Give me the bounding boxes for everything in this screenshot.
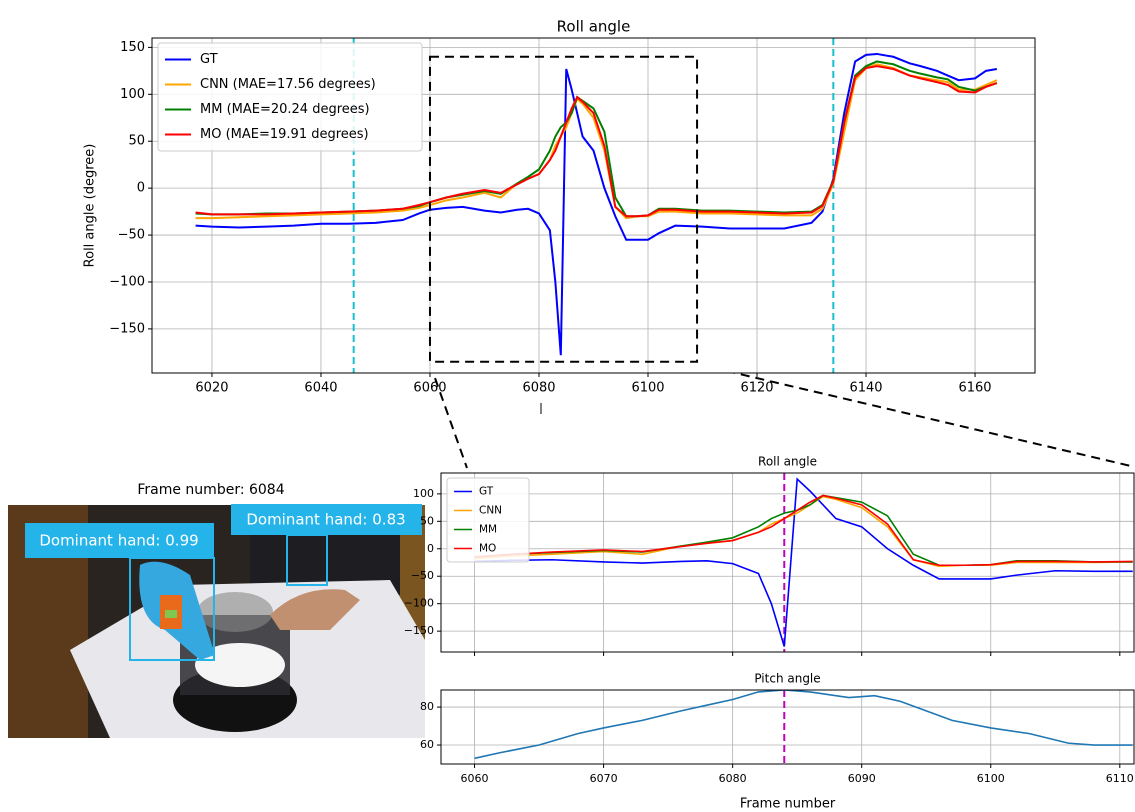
x-tick-label: 6090 — [848, 772, 876, 785]
data-line — [195, 52, 998, 356]
legend-label: MM — [479, 524, 497, 536]
y-tick-label: −100 — [404, 597, 434, 610]
x-axis-label: Frame number — [740, 797, 836, 812]
x-tick-label: 6020 — [195, 381, 228, 396]
axes-frame — [440, 689, 1135, 765]
chart-title: Roll angle — [758, 455, 817, 469]
legend-label: CNN — [479, 505, 502, 517]
x-tick-label: 6060 — [413, 381, 446, 396]
y-axis-label: Roll angle (degree) — [83, 144, 98, 268]
data-line — [474, 494, 1133, 567]
x-tick-label: 6040 — [304, 381, 337, 396]
x-tick-label: 6060 — [461, 772, 489, 785]
legend-label: CNN (MAE=17.56 degrees) — [200, 77, 376, 92]
photo: Frame number: 6084 Dominant hand: 0.99 D… — [8, 482, 425, 738]
legend-label: GT — [479, 486, 494, 498]
y-tick-label: 100 — [413, 487, 434, 500]
x-tick-label: 6100 — [977, 772, 1005, 785]
legend-label: MO — [479, 543, 496, 555]
data-line — [474, 690, 1133, 760]
image-title: Frame number: 6084 — [137, 482, 284, 498]
x-tick-label: 6160 — [958, 381, 991, 396]
y-tick-label: 150 — [120, 40, 145, 55]
y-tick-label: 60 — [420, 738, 434, 751]
chart-title: Pitch angle — [754, 672, 820, 686]
y-tick-label: 0 — [137, 181, 145, 196]
x-tick-label: 6120 — [740, 381, 773, 396]
zoom-box — [428, 55, 699, 363]
data-line — [474, 477, 1133, 647]
connector — [696, 363, 1135, 468]
connector — [429, 363, 468, 469]
legend-box — [446, 477, 530, 563]
x-tick-label: 6070 — [590, 772, 618, 785]
plot-area — [441, 690, 1134, 764]
box-label: Dominant hand: 0.99 — [39, 532, 198, 550]
y-tick-label: 0 — [427, 542, 434, 555]
legend-label: MO (MAE=19.91 degrees) — [200, 127, 369, 142]
y-tick-label: 80 — [420, 700, 434, 713]
x-tick-label: 6140 — [849, 381, 882, 396]
x-tick-label: 6080 — [719, 772, 747, 785]
y-tick-label: 50 — [128, 134, 145, 149]
legend-label: GT — [200, 52, 218, 67]
y-tick-label: −50 — [411, 569, 434, 582]
axes-frame — [440, 472, 1135, 653]
x-tick-label: 6100 — [631, 381, 664, 396]
y-tick-label: 100 — [120, 87, 145, 102]
box-label: Dominant hand: 0.83 — [246, 511, 405, 529]
y-tick-label: 50 — [420, 514, 434, 527]
y-tick-label: −150 — [404, 624, 434, 637]
axes-frame — [151, 37, 1036, 374]
legend-box — [157, 42, 423, 152]
x-tick-label: 6080 — [522, 381, 555, 396]
y-tick-label: −150 — [109, 321, 145, 336]
x-tick-label: 6110 — [1106, 772, 1134, 785]
data-line — [195, 65, 998, 218]
chart-title: Roll angle — [557, 18, 631, 36]
y-tick-label: −100 — [109, 274, 145, 289]
legend-label: MM (MAE=20.24 degrees) — [200, 102, 370, 117]
y-tick-label: −50 — [118, 228, 145, 243]
